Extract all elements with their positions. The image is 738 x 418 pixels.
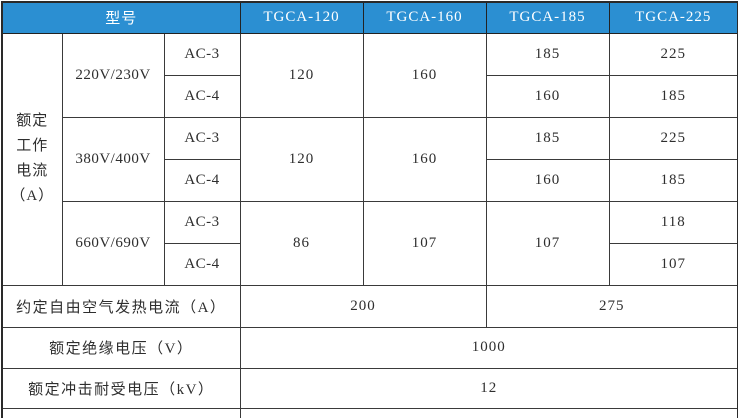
empty-cell <box>239 407 738 418</box>
duty-cell-ac3: AC-3 <box>163 32 241 76</box>
category-line: （A） <box>10 188 55 204</box>
duty-cell-ac4: AC-4 <box>163 242 241 286</box>
value-cell: 225 <box>608 32 738 76</box>
voltage-cell-380v: 380V/400V <box>61 116 165 202</box>
value-cell: 160 <box>362 116 487 202</box>
table-row: AC-4 160 185 <box>2 74 738 118</box>
model-header-tgca225: TGCA-225 <box>608 1 738 34</box>
model-header-tgca120: TGCA-120 <box>239 1 364 34</box>
duty-cell-ac3: AC-3 <box>163 116 241 160</box>
value-cell: 118 <box>608 200 738 244</box>
value-cell: 86 <box>239 200 364 286</box>
value-cell: 120 <box>239 116 364 202</box>
category-line: 电流 <box>16 163 49 179</box>
value-cell: 107 <box>362 200 487 286</box>
value-cell: 225 <box>608 116 738 160</box>
value-cell: 160 <box>362 32 487 118</box>
duty-cell-ac3: AC-3 <box>163 200 241 244</box>
impulse-voltage-label: 额定冲击耐受电压（kV） <box>1 367 241 409</box>
category-line: 额定 <box>16 113 49 129</box>
rated-current-category-cell: 额定 工作 电流 （A） <box>1 32 63 286</box>
value-cell: 160 <box>485 74 610 118</box>
table-row-cutoff <box>1 407 738 418</box>
table-row: 380V/400V AC-3 120 160 185 225 <box>2 116 738 202</box>
value-cell: 185 <box>485 116 610 160</box>
model-header-tgca185: TGCA-185 <box>485 1 610 34</box>
value-cell: 200 <box>239 284 487 328</box>
model-header-tgca160: TGCA-160 <box>362 1 487 34</box>
value-cell: 107 <box>485 200 610 286</box>
value-cell: 160 <box>485 158 610 202</box>
voltage-cell-660v: 660V/690V <box>61 200 165 286</box>
table-row: 660V/690V AC-3 86 107 107 118 <box>2 200 738 286</box>
value-cell: 185 <box>608 74 738 118</box>
table-row: 约定自由空气发热电流（A） 200 275 <box>1 284 738 328</box>
thermal-current-label: 约定自由空气发热电流（A） <box>1 284 241 328</box>
value-cell: 12 <box>239 367 738 409</box>
value-cell: 120 <box>239 32 364 118</box>
model-column-header: 型号 <box>1 1 241 34</box>
table-header-row: 型号 TGCA-120 TGCA-160 TGCA-185 TGCA-225 <box>1 1 738 34</box>
insulation-voltage-label: 额定绝缘电压（V） <box>1 326 241 369</box>
value-cell: 1000 <box>239 326 738 369</box>
value-cell: 107 <box>608 242 738 286</box>
duty-cell-ac4: AC-4 <box>163 74 241 118</box>
value-cell: 275 <box>485 284 738 328</box>
empty-cell <box>1 407 241 418</box>
table-row: 额定 工作 电流 （A） 220V/230V AC-3 120 160 185 … <box>1 32 738 286</box>
category-line: 工作 <box>16 138 49 154</box>
table-row: 额定绝缘电压（V） 1000 <box>1 326 738 369</box>
duty-cell-ac4: AC-4 <box>163 158 241 202</box>
table-row: 额定冲击耐受电压（kV） 12 <box>1 367 738 409</box>
voltage-cell-220v: 220V/230V <box>61 32 165 118</box>
value-cell: 185 <box>485 32 610 76</box>
value-cell: 185 <box>608 158 738 202</box>
table-row: AC-4 107 <box>2 242 738 286</box>
table-row: AC-4 160 185 <box>2 158 738 202</box>
